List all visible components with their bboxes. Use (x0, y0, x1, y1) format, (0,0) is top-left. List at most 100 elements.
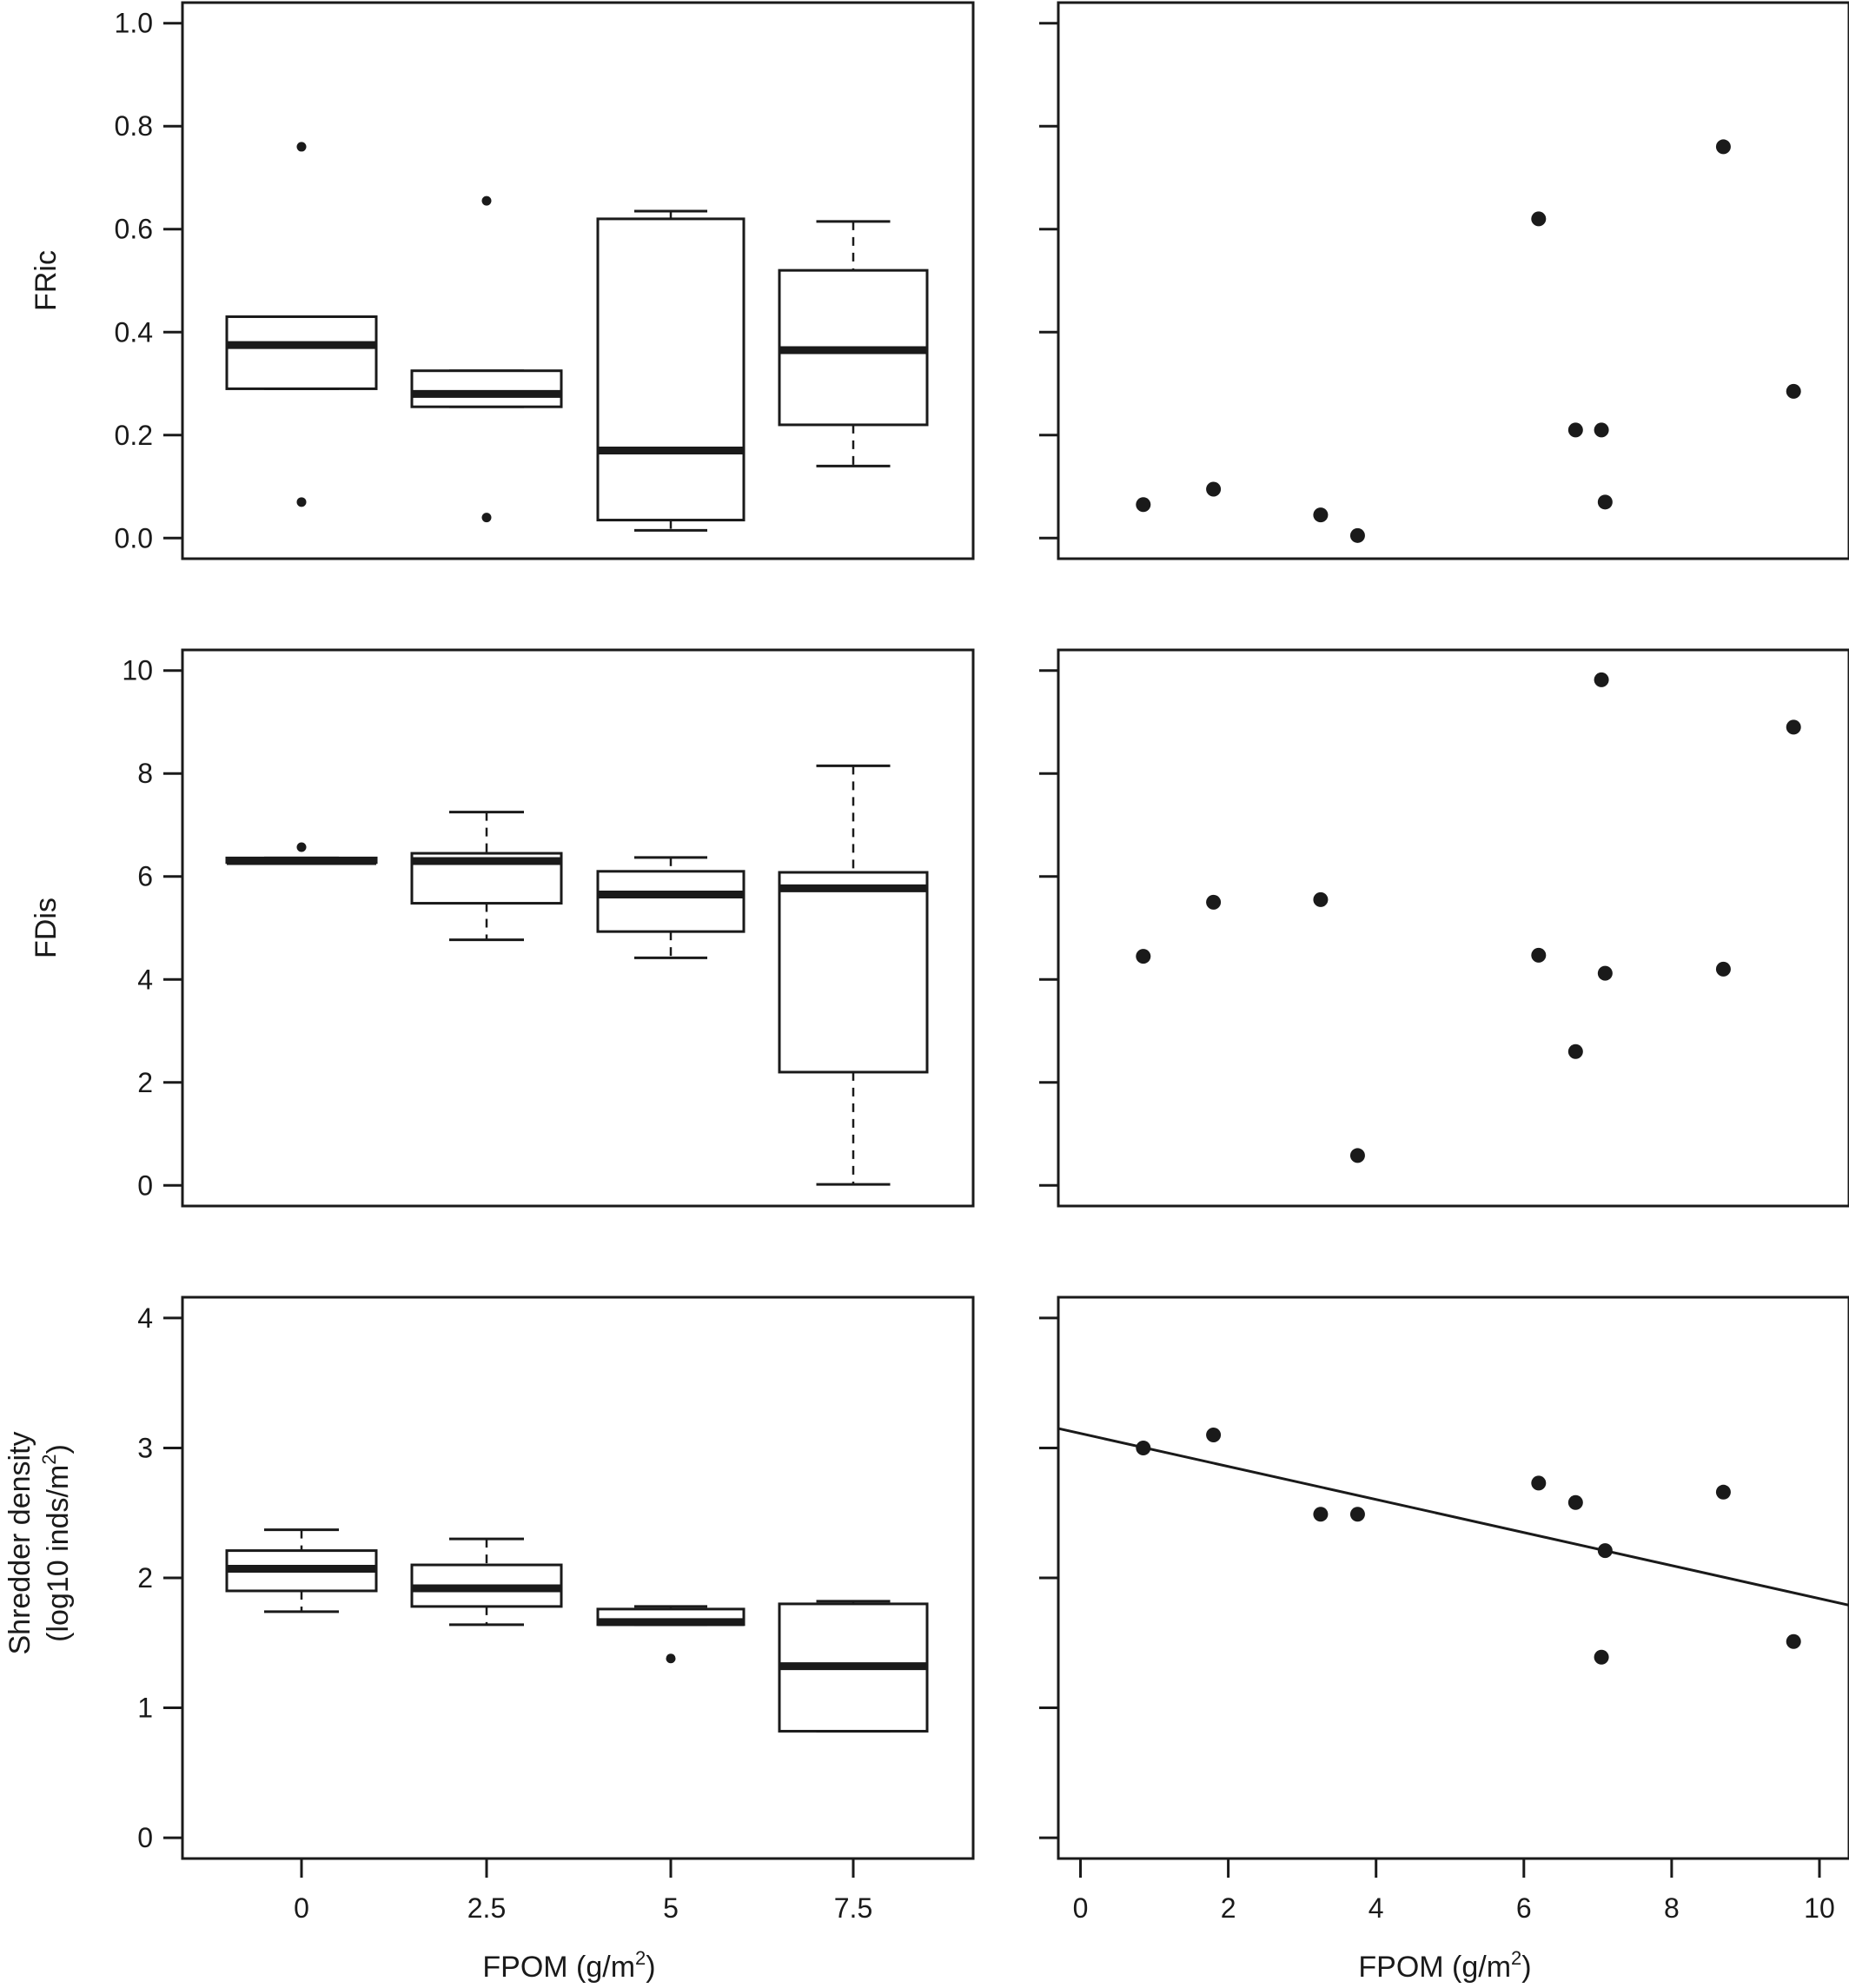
scatter-point (1136, 1440, 1151, 1455)
scatter-point (1313, 1507, 1329, 1522)
x-tick-label: 2.5 (467, 1892, 506, 1924)
outlier-point (666, 1653, 676, 1664)
x-axis-title-close: ) (1521, 1951, 1531, 1984)
box-2 (596, 209, 746, 532)
box-2 (596, 856, 746, 959)
y-tick-label: 0.0 (115, 522, 153, 553)
scatter-point (1715, 1484, 1731, 1500)
scatter-point (1531, 947, 1547, 963)
y-axis-title-superscript: 2 (38, 1454, 60, 1464)
panel-top-left: 0.0 0.2 0.4 0.6 0.8 1.0 FRic (30, 1, 975, 560)
box-2 (596, 1605, 746, 1664)
y-axis-title: FRic (30, 250, 63, 311)
scatter-point (1531, 1475, 1547, 1491)
y-tick-label: 0.8 (115, 110, 153, 142)
x-axis-title-main: FPOM (g/m (482, 1951, 635, 1984)
y-tick-label: 8 (137, 758, 153, 789)
scatter-point (1567, 422, 1583, 438)
box-1 (410, 1537, 563, 1627)
scatter-point (1349, 1148, 1365, 1163)
plot-frame (181, 1, 975, 560)
scatter-point (1349, 1507, 1365, 1522)
scatter-point (1715, 961, 1731, 977)
y-axis-title-line1: Shredder density (3, 1431, 36, 1654)
box-1 (410, 811, 563, 942)
y-tick-label: 3 (137, 1432, 153, 1463)
x-axis-title-close: ) (646, 1951, 655, 1984)
x-axis-title-superscript: 2 (635, 1947, 646, 1969)
plot-frame (1057, 1, 1849, 560)
y-tick-label: 4 (137, 1302, 153, 1334)
scatter-point (1594, 422, 1609, 438)
y-axis-title: FDis (30, 898, 63, 958)
scatter-point (1313, 891, 1329, 907)
outlier-point (296, 842, 307, 852)
y-tick-label: 4 (137, 964, 153, 995)
box-1 (410, 195, 563, 523)
y-axis-title-close: ) (42, 1444, 75, 1454)
box-iqr (410, 369, 563, 408)
scatter-point (1786, 1633, 1801, 1649)
y-tick-label: 1 (137, 1693, 153, 1724)
x-axis-title: FPOM (g/m2) (1358, 1947, 1531, 1984)
x-axis-title-superscript: 2 (1511, 1947, 1521, 1969)
outlier-point (296, 142, 307, 152)
scatter-point (1597, 494, 1613, 510)
x-axis-title-main: FPOM (g/m (1358, 1951, 1511, 1984)
y-tick-label: 2 (137, 1067, 153, 1098)
y-tick-label: 0.4 (115, 316, 153, 348)
scatter-point (1136, 497, 1151, 513)
y-tick-label: 0.2 (115, 420, 153, 451)
plot-frame (1057, 648, 1849, 1208)
scatter-point (1206, 1428, 1222, 1443)
x-tick-label: 8 (1664, 1892, 1680, 1924)
box-iqr (778, 871, 929, 1074)
y-tick-label: 0 (137, 1170, 153, 1201)
box-3 (778, 1600, 929, 1733)
panel-middle-right (1039, 648, 1849, 1208)
y-tick-label: 0.6 (115, 214, 153, 245)
scatter-point (1597, 1543, 1613, 1559)
scatter-point (1715, 139, 1731, 155)
y-axis-title: Shredder density (log10 inds/m2) (3, 1431, 75, 1654)
scatter-point (1531, 211, 1547, 227)
y-tick-label: 1.0 (115, 8, 153, 39)
scatter-point (1136, 949, 1151, 964)
x-tick-label: 7.5 (834, 1892, 872, 1924)
x-tick-label: 10 (1804, 1892, 1835, 1924)
box-0 (225, 842, 378, 865)
x-tick-label: 2 (1221, 1892, 1236, 1924)
panel-top-right (1039, 1, 1849, 560)
scatter-point (1206, 894, 1222, 910)
x-tick-label: 6 (1516, 1892, 1532, 1924)
scatter-point (1349, 527, 1365, 543)
panel-middle-left: 0 2 4 6 8 10 FDis (30, 648, 975, 1208)
x-tick-label: 0 (294, 1892, 309, 1924)
scatter-point (1567, 1494, 1583, 1510)
scatter-point (1594, 1649, 1609, 1665)
x-tick-label: 4 (1369, 1892, 1384, 1924)
x-axis-title: FPOM (g/m2) (482, 1947, 655, 1984)
y-tick-label: 10 (122, 655, 153, 686)
outlier-point (481, 195, 492, 206)
y-tick-label: 2 (137, 1562, 153, 1594)
y-axis-title-line2: (log10 inds/m (42, 1465, 75, 1642)
y-tick-label: 0 (137, 1822, 153, 1853)
box-3 (778, 764, 929, 1186)
scatter-point (1313, 507, 1329, 523)
scatter-point (1567, 1044, 1583, 1059)
scatter-point (1786, 719, 1801, 735)
x-tick-label: 0 (1073, 1892, 1089, 1924)
x-tick-label: 5 (663, 1892, 679, 1924)
scatter-point (1786, 383, 1801, 399)
outlier-point (481, 513, 492, 523)
box-0 (225, 142, 378, 507)
plot-frame (181, 648, 975, 1208)
regression-line (1057, 1427, 1849, 1607)
box-0 (225, 1528, 378, 1614)
outlier-point (296, 497, 307, 507)
box-iqr (225, 315, 378, 390)
